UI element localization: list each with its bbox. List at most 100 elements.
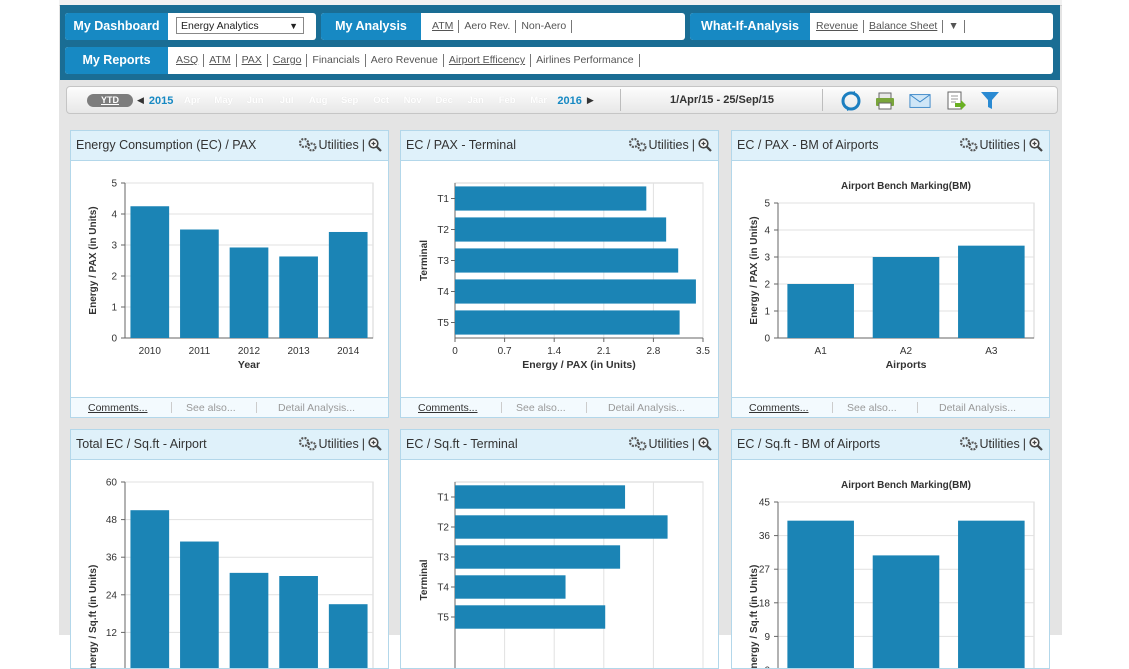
email-icon[interactable] <box>909 91 931 111</box>
whatif-link-revenue[interactable]: Revenue <box>811 20 864 33</box>
timeline-start-year: 2015 <box>149 95 173 107</box>
x-tick-label: 2.1 <box>597 346 611 357</box>
timeline-month[interactable]: Jul <box>271 95 303 106</box>
timeline-month[interactable]: Apr <box>176 95 208 106</box>
whatif-link-balance-sheet[interactable]: Balance Sheet <box>864 20 943 33</box>
bar <box>455 310 680 334</box>
bar <box>279 256 318 338</box>
my-analysis-button[interactable]: My Analysis <box>321 13 421 40</box>
utilities-menu[interactable]: Utilities| <box>298 137 382 152</box>
bar <box>455 605 605 628</box>
export-icon[interactable] <box>945 91 967 111</box>
y-tick-label: 2 <box>764 280 770 291</box>
timeline-month[interactable]: May <box>208 95 240 106</box>
timeline-month[interactable]: Mar <box>523 95 555 106</box>
chart-title: Airport Bench Marking(BM) <box>841 181 971 192</box>
report-link-atm[interactable]: ATM <box>204 54 236 67</box>
what-if-analysis-button[interactable]: What-If-Analysis <box>690 13 810 40</box>
panel-title: EC / PAX - Terminal <box>406 138 516 152</box>
bar <box>455 279 696 303</box>
timeline-month[interactable]: Feb <box>491 95 523 106</box>
report-link-financials[interactable]: Financials <box>307 54 365 67</box>
zoom-in-icon[interactable] <box>368 138 382 152</box>
prev-year-icon[interactable]: ◀ <box>137 95 144 106</box>
timeline-month[interactable]: Dec <box>428 95 460 106</box>
utilities-menu[interactable]: Utilities| <box>628 137 712 152</box>
report-link-airlines-performance[interactable]: Airlines Performance <box>531 54 639 67</box>
toolbar-divider <box>822 89 823 111</box>
date-range: 1/Apr/15 - 25/Sep/15 <box>622 94 822 106</box>
report-link-aero-revenue[interactable]: Aero Revenue <box>366 54 444 67</box>
zoom-in-icon[interactable] <box>1029 138 1043 152</box>
y-tick-label: 18 <box>759 598 771 609</box>
x-tick-label: 0 <box>452 346 458 357</box>
next-year-icon[interactable]: ▶ <box>587 95 594 106</box>
timeline-month[interactable]: Jun <box>239 95 271 106</box>
dashboard-select[interactable]: Energy Analytics ▼ <box>176 17 304 34</box>
utilities-menu[interactable]: Utilities| <box>959 137 1043 152</box>
y-tick-label: 0 <box>764 666 770 669</box>
y-tick-label: T3 <box>437 553 449 564</box>
timeline-end-year: 2016 <box>557 95 581 107</box>
gears-icon <box>959 137 979 152</box>
bar <box>329 604 368 669</box>
x-tick-label: A1 <box>815 346 828 357</box>
timeline-month[interactable]: Jan <box>460 95 492 106</box>
zoom-in-icon[interactable] <box>368 437 382 451</box>
my-reports-button[interactable]: My Reports <box>65 47 168 74</box>
x-tick-label: 3.5 <box>696 346 710 357</box>
gears-icon <box>628 137 648 152</box>
y-tick-label: 0 <box>764 334 770 345</box>
my-dashboard-button[interactable]: My Dashboard <box>65 13 168 40</box>
y-tick-label: 3 <box>111 241 117 252</box>
zoom-in-icon[interactable] <box>1029 437 1043 451</box>
x-tick-label: 2011 <box>189 346 211 357</box>
report-link-cargo[interactable]: Cargo <box>268 54 308 67</box>
utilities-menu[interactable]: Utilities| <box>298 436 382 451</box>
x-axis-label: Airports <box>886 359 927 371</box>
y-tick-label: 36 <box>106 553 118 564</box>
filter-icon[interactable] <box>979 91 1001 111</box>
gears-icon <box>628 436 648 451</box>
bar <box>230 247 269 338</box>
refresh-icon[interactable] <box>840 91 862 111</box>
y-tick-label: 5 <box>111 179 117 190</box>
report-link-pax[interactable]: PAX <box>237 54 268 67</box>
y-tick-label: 1 <box>764 307 770 318</box>
zoom-in-icon[interactable] <box>698 138 712 152</box>
y-axis-label: Terminal <box>419 559 430 600</box>
panel-title: EC / PAX - BM of Airports <box>737 138 878 152</box>
print-icon[interactable] <box>874 91 896 111</box>
utilities-menu[interactable]: Utilities| <box>628 436 712 451</box>
dashboard-select-value: Energy Analytics <box>181 20 259 32</box>
x-tick-label: 2010 <box>139 346 162 357</box>
zoom-in-icon[interactable] <box>698 437 712 451</box>
y-tick-label: T4 <box>437 287 449 298</box>
y-tick-label: 60 <box>106 478 118 489</box>
y-tick-label: 36 <box>759 531 771 542</box>
report-link-airport-efficency[interactable]: Airport Efficency <box>444 54 531 67</box>
timeline-month[interactable]: Nov <box>397 95 429 106</box>
y-tick-label: T1 <box>437 194 449 205</box>
timeline-month[interactable]: Sep <box>334 95 366 106</box>
x-tick-label: 2.8 <box>646 346 660 357</box>
report-link-asq[interactable]: ASQ <box>171 54 204 67</box>
bar <box>455 186 646 210</box>
gears-icon <box>959 436 979 451</box>
analysis-link-non-aero[interactable]: Non-Aero <box>516 20 572 33</box>
ytd-button[interactable]: YTD <box>87 94 133 107</box>
timeline-month[interactable]: Aug <box>302 95 334 106</box>
whatif-more-dropdown[interactable]: ▼ <box>943 20 964 33</box>
y-tick-label: 4 <box>111 210 117 221</box>
bar <box>873 257 940 338</box>
timeline-month[interactable]: Oct <box>365 95 397 106</box>
utilities-menu[interactable]: Utilities| <box>959 436 1043 451</box>
analysis-link-atm[interactable]: ATM <box>427 20 459 33</box>
analysis-link-aero-rev[interactable]: Aero Rev. <box>459 20 516 33</box>
y-tick-label: T4 <box>437 583 449 594</box>
